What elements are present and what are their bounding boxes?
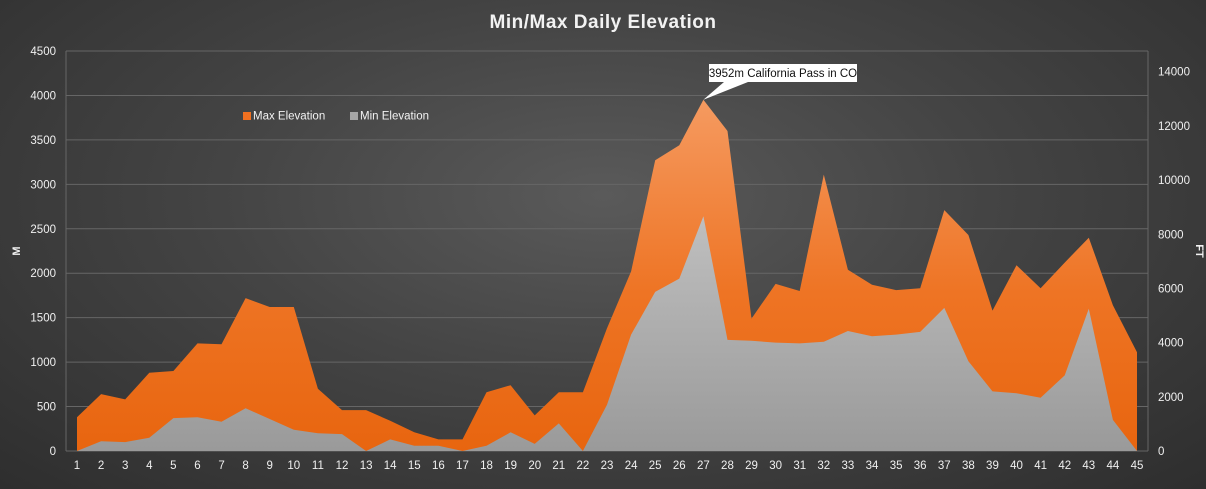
x-tick-label: 4 — [146, 460, 153, 472]
x-tick-label: 44 — [1107, 460, 1120, 472]
y-tick-label: 4000 — [30, 90, 56, 102]
x-tick-label: 25 — [649, 460, 662, 472]
x-tick-label: 35 — [890, 460, 903, 472]
x-tick-label: 20 — [528, 460, 541, 472]
x-tick-label: 12 — [336, 460, 349, 472]
x-tick-label: 36 — [914, 460, 927, 472]
x-tick-label: 17 — [456, 460, 469, 472]
x-tick-label: 32 — [817, 460, 830, 472]
x-tick-label: 7 — [218, 460, 224, 472]
legend-label-max: Max Elevation — [253, 111, 325, 123]
y-axis-title: M — [11, 246, 23, 255]
x-tick-label: 21 — [552, 460, 565, 472]
y2-tick-label: 2000 — [1158, 392, 1184, 404]
x-tick-label: 41 — [1034, 460, 1047, 472]
annotation-text: 3952m California Pass in CO — [709, 68, 857, 80]
x-tick-label: 24 — [625, 460, 638, 472]
y-axis-ticks: 0 500 1000 1500 2000 2500 3000 3500 4000 4500 — [30, 46, 56, 458]
legend-swatch-min — [350, 112, 358, 120]
x-tick-label: 18 — [480, 460, 493, 472]
x-tick-label: 29 — [745, 460, 758, 472]
y2-tick-label: 8000 — [1158, 229, 1184, 241]
x-tick-label: 5 — [170, 460, 176, 472]
x-tick-label: 15 — [408, 460, 421, 472]
y-tick-label: 500 — [37, 402, 56, 414]
x-tick-label: 11 — [312, 460, 324, 472]
x-tick-label: 34 — [866, 460, 879, 472]
y-tick-label: 2500 — [30, 224, 56, 236]
y2-tick-label: 10000 — [1158, 175, 1190, 187]
series-areas — [77, 99, 1137, 451]
peak-annotation: 3952m California Pass in CO — [703, 64, 857, 100]
y2-tick-label: 6000 — [1158, 283, 1184, 295]
y-tick-label: 1500 — [30, 313, 56, 325]
y-tick-label: 3000 — [30, 179, 56, 191]
y-tick-label: 4500 — [30, 46, 56, 58]
x-tick-label: 40 — [1010, 460, 1023, 472]
y2-tick-label: 4000 — [1158, 338, 1184, 350]
y-tick-label: 0 — [50, 446, 56, 458]
y2-axis-ticks: 0 2000 4000 6000 8000 10000 12000 14000 — [1158, 67, 1190, 458]
x-tick-label: 42 — [1058, 460, 1071, 472]
y2-axis-title: FT — [1193, 244, 1205, 258]
annotation-pointer — [703, 82, 748, 100]
annotation-box — [709, 64, 857, 82]
x-tick-label: 3 — [122, 460, 128, 472]
x-tick-label: 38 — [962, 460, 975, 472]
x-tick-label: 45 — [1131, 460, 1144, 472]
x-tick-label: 6 — [194, 460, 200, 472]
chart-title: Min/Max Daily Elevation — [490, 12, 717, 33]
y2-tick-label: 14000 — [1158, 67, 1190, 79]
x-tick-label: 39 — [986, 460, 999, 472]
x-tick-label: 8 — [242, 460, 248, 472]
x-tick-label: 33 — [842, 460, 855, 472]
legend-swatch-max — [243, 112, 251, 120]
x-tick-label: 19 — [504, 460, 517, 472]
x-axis-ticks: 1 2 3 4 5 6 7 8 9 10 11 12 13 14 15 16 17 18 19 20 21 22 23 24 2… — [74, 460, 1144, 472]
x-tick-label: 43 — [1082, 460, 1095, 472]
x-tick-label: 31 — [793, 460, 806, 472]
x-tick-label: 10 — [287, 460, 300, 472]
x-tick-label: 9 — [267, 460, 273, 472]
area-series-min — [77, 216, 1137, 451]
y2-tick-label: 12000 — [1158, 121, 1190, 133]
x-tick-label: 23 — [601, 460, 614, 472]
y-tick-label: 2000 — [30, 268, 56, 280]
y-tick-label: 3500 — [30, 135, 56, 147]
x-tick-label: 1 — [74, 460, 80, 472]
x-tick-label: 30 — [769, 460, 782, 472]
x-tick-label: 26 — [673, 460, 686, 472]
x-tick-label: 37 — [938, 460, 951, 472]
x-tick-label: 14 — [384, 460, 397, 472]
x-tick-label: 13 — [360, 460, 373, 472]
x-tick-label: 27 — [697, 460, 710, 472]
x-tick-label: 2 — [98, 460, 104, 472]
x-tick-label: 22 — [577, 460, 590, 472]
y2-tick-label: 0 — [1158, 446, 1164, 458]
legend: Max Elevation Min Elevation — [243, 111, 429, 123]
x-tick-label: 28 — [721, 460, 734, 472]
y-tick-label: 1000 — [30, 357, 56, 369]
legend-label-min: Min Elevation — [360, 111, 429, 123]
x-tick-label: 16 — [432, 460, 445, 472]
